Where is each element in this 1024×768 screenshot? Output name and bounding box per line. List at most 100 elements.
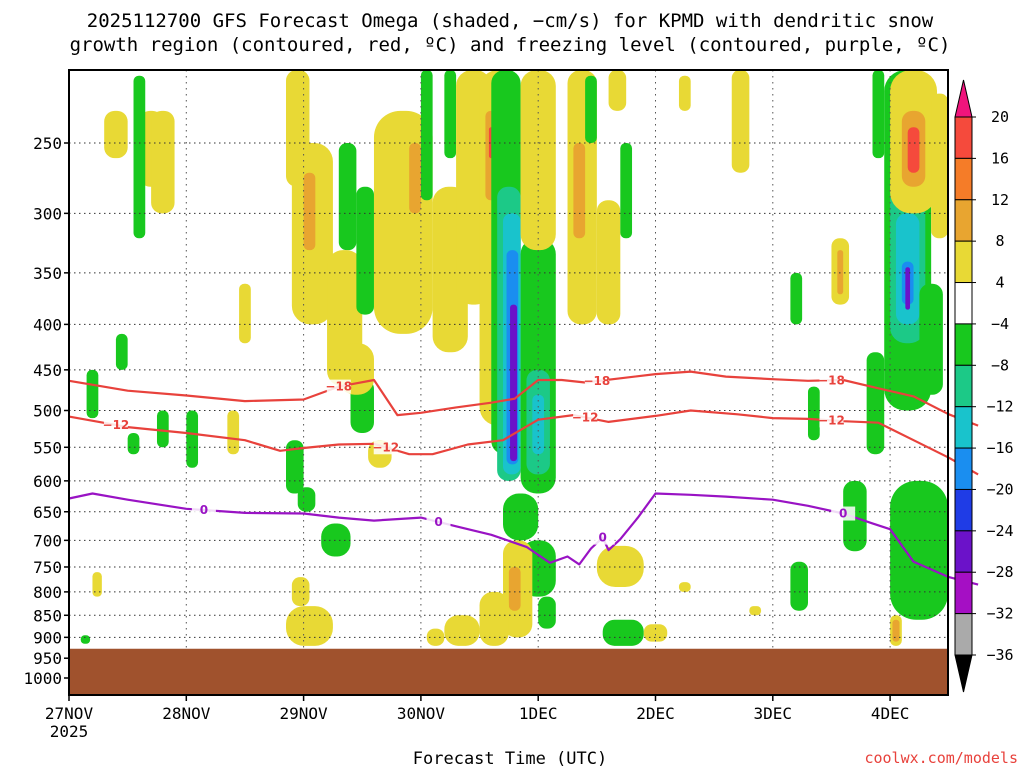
- omega-region-yellow: [227, 410, 240, 455]
- omega-region-green: [585, 75, 597, 143]
- contour-label-bg: [819, 413, 844, 428]
- contour-label--18: −18: [325, 380, 352, 394]
- omega-region-yellow: [596, 545, 644, 588]
- omega-region-green: [866, 352, 885, 455]
- omega-region-yellow: [731, 70, 750, 173]
- contour-label-bg: [191, 503, 216, 518]
- colorbar-label: −20: [986, 480, 1013, 498]
- omega-region-violet: [905, 267, 911, 310]
- colorbar-label: −8: [991, 356, 1009, 374]
- omega-region-green: [297, 487, 316, 512]
- colorbar: 20 16 12 8 4 −4 −8 −12 −16 −20 −24 −28 −32 −36: [954, 79, 1014, 693]
- colorbar-swatch: [954, 406, 973, 449]
- omega-region-orange: [508, 566, 521, 611]
- contour-label-bg: [573, 410, 598, 425]
- colorbar-swatch: [954, 157, 973, 201]
- y-tick-label: 250: [33, 134, 62, 153]
- y-tick-label: 650: [33, 503, 62, 522]
- colorbar-label: −4: [991, 315, 1009, 333]
- plot-frame: [68, 69, 949, 696]
- omega-region-green: [790, 272, 803, 325]
- contour-label--12: −12: [572, 410, 599, 424]
- omega-region-green: [286, 440, 304, 494]
- contour-label-0: 0: [599, 531, 607, 545]
- colorbar-swatch: [954, 488, 973, 532]
- colorbar-swatch: [954, 199, 973, 242]
- omega-region-green: [420, 70, 433, 201]
- contour-label-0: 0: [839, 507, 847, 521]
- y-tick-label: 850: [33, 606, 62, 625]
- colorbar-label: 4: [995, 274, 1004, 292]
- omega-region-orange: [837, 250, 844, 295]
- omega-region-yellow: [239, 283, 251, 344]
- y-tick-label: 350: [33, 264, 62, 283]
- omega-region-green: [133, 75, 146, 239]
- colorbar-label: 12: [991, 191, 1009, 209]
- colorbar-label: −16: [986, 439, 1013, 457]
- omega-region-green: [127, 432, 140, 455]
- x-tick-label: 1DEC: [519, 704, 558, 723]
- colorbar-swatch: [954, 613, 973, 656]
- contour-label-bg: [584, 374, 609, 389]
- colorbar-swatch: [954, 447, 973, 490]
- x-axis-label: Forecast Time (UTC): [413, 749, 607, 768]
- omega-region-green: [790, 561, 808, 611]
- omega-region-green: [156, 410, 169, 448]
- omega-region-green: [620, 143, 633, 239]
- contour-label-bg: [373, 440, 398, 455]
- omega-region-yellow: [92, 572, 102, 597]
- y-tick-label: 950: [33, 649, 62, 668]
- colorbar-top-arrow: [954, 79, 973, 118]
- omega-region-yellow: [479, 591, 509, 646]
- colorbar-swatch: [954, 530, 973, 573]
- omega-region-green: [186, 410, 199, 468]
- colorbar-swatch: [954, 323, 973, 366]
- contour-label--12: −12: [372, 440, 399, 454]
- contour-label-bg: [103, 418, 128, 433]
- y-tick-label: 700: [33, 531, 62, 550]
- contour-label-bg: [426, 515, 451, 530]
- omega-region-green: [444, 70, 457, 159]
- contour-label--18: −18: [583, 374, 610, 388]
- y-tick-label: 550: [33, 438, 62, 457]
- omega-region-violet: [510, 304, 518, 462]
- colorbar-bottom-arrow: [954, 654, 973, 693]
- x-tick-label: 28NOV: [162, 704, 211, 723]
- y-axis: 250 300 350 400 450 500 550 600 650 700 750 800 850 9…: [23, 134, 69, 688]
- y-tick-label: 800: [33, 583, 62, 602]
- x-tick-label: 2DEC: [636, 704, 675, 723]
- contours: −18 −18 −18 −12 −12 −12 −12 0 0 0 0: [68, 370, 979, 586]
- colorbar-swatch: [954, 240, 973, 284]
- omega-region-yellow: [678, 582, 691, 592]
- x-tick-label: 27NOV: [45, 704, 94, 723]
- omega-region-green: [890, 480, 948, 620]
- omega-region-yellow: [608, 70, 627, 111]
- contour-label-bg: [590, 530, 615, 545]
- y-tick-label: 600: [33, 472, 62, 491]
- y-tick-label: 750: [33, 558, 62, 577]
- x-tick-label: 29NOV: [280, 704, 329, 723]
- contour-label--12: −12: [103, 418, 130, 432]
- omega-region-green: [356, 186, 374, 315]
- omega-region-yellow: [286, 606, 333, 646]
- omega-region-green: [919, 283, 943, 395]
- y-tick-label: 400: [33, 315, 62, 334]
- omega-region-green: [872, 70, 885, 159]
- omega-region-orange: [303, 172, 316, 251]
- contour-label-bg: [831, 506, 856, 521]
- omega-region-green: [86, 369, 99, 419]
- y-tick-label: 900: [33, 628, 62, 647]
- omega-region-orange: [409, 143, 421, 214]
- y-tick-label: 500: [33, 402, 62, 421]
- omega-shading: [80, 70, 948, 646]
- x-tick-label: 4DEC: [871, 704, 910, 723]
- colorbar-label: −32: [986, 605, 1013, 623]
- omega-region-orange: [573, 143, 586, 239]
- colorbar-label: 8: [995, 232, 1004, 250]
- omega-region-green: [80, 635, 91, 644]
- omega-region-green: [538, 596, 556, 629]
- colorbar-label: −28: [986, 563, 1013, 581]
- title-line-2: growth region (contoured, red, ºC) and f…: [70, 34, 951, 56]
- contour-label-bg: [819, 373, 844, 388]
- omega-region-yellow: [643, 624, 668, 642]
